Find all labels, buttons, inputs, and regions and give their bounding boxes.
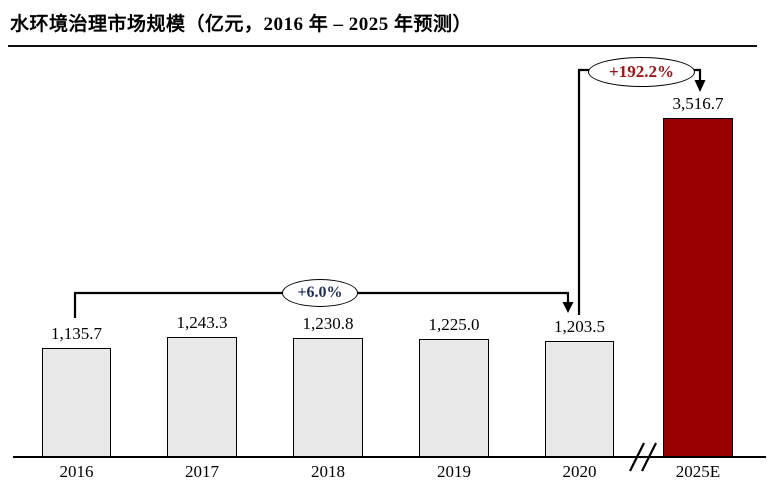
arrowhead-down-2025	[694, 80, 706, 92]
x-tick-2019: 2019	[437, 462, 471, 481]
x-axis-line	[13, 456, 766, 458]
bar-value-2018: 1,230.8	[302, 314, 354, 333]
growth-oval-6pct: +6.0%	[282, 279, 358, 307]
bar-2016	[42, 348, 111, 457]
page-title: 水环境治理市场规模（亿元，2016 年 – 2025 年预测）	[10, 14, 473, 35]
bar-2017	[167, 337, 237, 457]
bar-value-2017: 1,243.3	[176, 313, 228, 332]
x-tick-2016: 2016	[59, 462, 94, 481]
bar-value-2016: 1,135.7	[51, 324, 102, 343]
title-underline	[8, 45, 757, 47]
bar-value-2025E: 3,516.7	[672, 94, 724, 113]
bar-2018	[293, 338, 363, 457]
x-tick-2025E: 2025E	[675, 462, 721, 481]
x-tick-2017: 2017	[185, 462, 219, 481]
bar-value-2019: 1,225.0	[428, 315, 480, 334]
bar-2020	[545, 341, 614, 457]
growth-oval-192pct: +192.2%	[588, 57, 695, 87]
x-tick-2018: 2018	[311, 462, 345, 481]
x-tick-2020: 2020	[562, 462, 597, 481]
growth-label-6pct: +6.0%	[297, 284, 343, 301]
growth-label-192pct: +192.2%	[609, 62, 674, 81]
arrowhead-down-2020	[562, 302, 574, 313]
bar-2025E	[663, 118, 733, 457]
bar-value-2020: 1,203.5	[554, 317, 605, 336]
bar-2019	[419, 339, 489, 457]
